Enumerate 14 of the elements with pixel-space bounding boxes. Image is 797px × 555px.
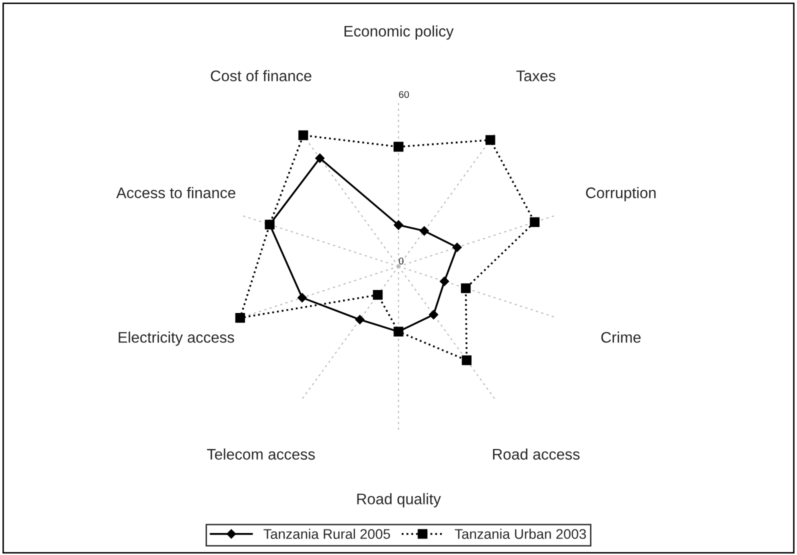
spoke-label: Crime — [601, 332, 641, 343]
y-tick-label: 60 — [398, 91, 409, 98]
spoke-label: Cost of finance — [210, 70, 312, 82]
spoke-label: Corruption — [586, 187, 656, 202]
spoke-label: Road access — [493, 448, 580, 460]
legend-label: Tanzania Rural 2005 — [264, 528, 390, 539]
spoke-label: Electricity access — [118, 332, 234, 346]
spoke-label: Access to finance — [116, 187, 236, 198]
legend-label: Tanzania Urban 2003 — [454, 528, 586, 539]
spoke-label: Taxes — [516, 70, 556, 82]
y-tick-label: 0 — [398, 258, 404, 264]
spoke-label: Economic policy — [344, 25, 454, 40]
spoke-label: Road quality — [357, 493, 441, 508]
spoke-label: Telecom access — [207, 448, 315, 460]
